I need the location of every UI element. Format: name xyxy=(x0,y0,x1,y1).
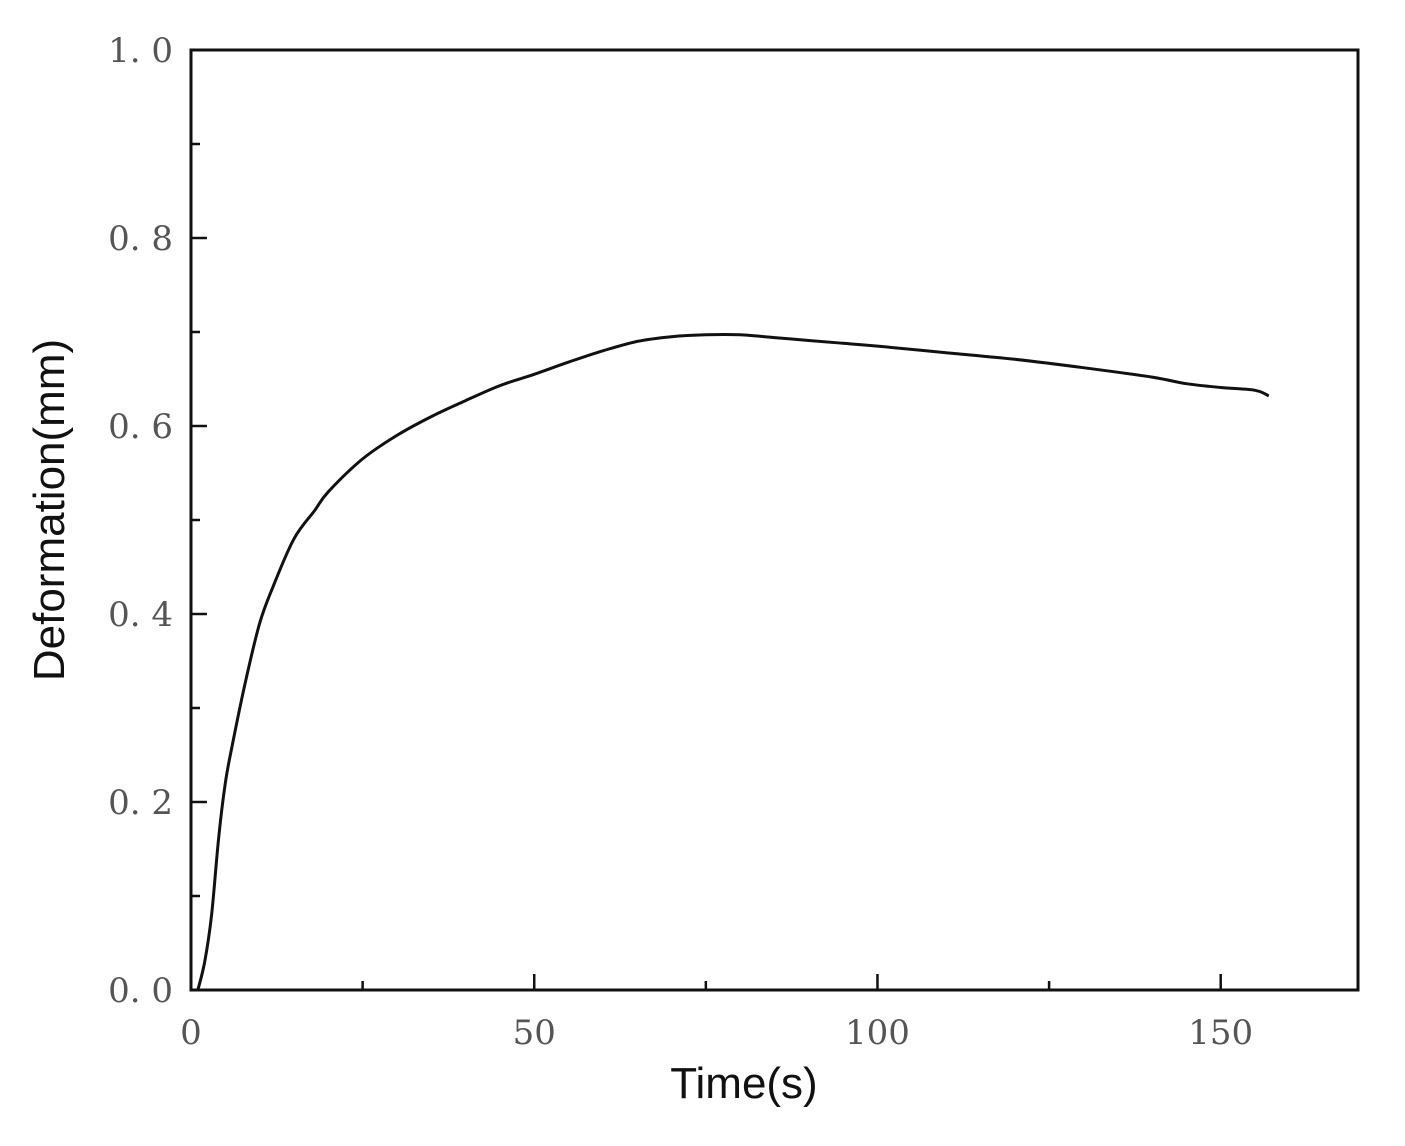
y-tick-label: 0. 0 xyxy=(108,971,173,1011)
x-tick-label: 150 xyxy=(1188,1013,1253,1053)
y-tick-label: 0. 2 xyxy=(108,783,173,823)
y-tick-label: 1. 0 xyxy=(108,31,173,71)
data-series xyxy=(196,333,1270,991)
tick-labels: 0 50 100 150 0. 0 0. 2 0. 4 0. 6 0. 8 1. 0 xyxy=(108,31,1253,1053)
plot-frame xyxy=(189,48,1360,992)
y-tick-label: 0. 8 xyxy=(108,219,173,259)
y-tick-label: 0. 6 xyxy=(108,407,173,447)
x-tick-label: 100 xyxy=(845,1013,910,1053)
y-axis-title: Deformation(mm) xyxy=(25,339,74,681)
axis-ticks xyxy=(189,48,1222,992)
x-axis-title: Time(s) xyxy=(670,1059,817,1108)
x-tick-label: 50 xyxy=(513,1013,556,1053)
x-tick-label: 0 xyxy=(180,1013,202,1053)
deformation-series-line xyxy=(196,333,1270,991)
y-tick-label: 0. 4 xyxy=(108,595,173,635)
